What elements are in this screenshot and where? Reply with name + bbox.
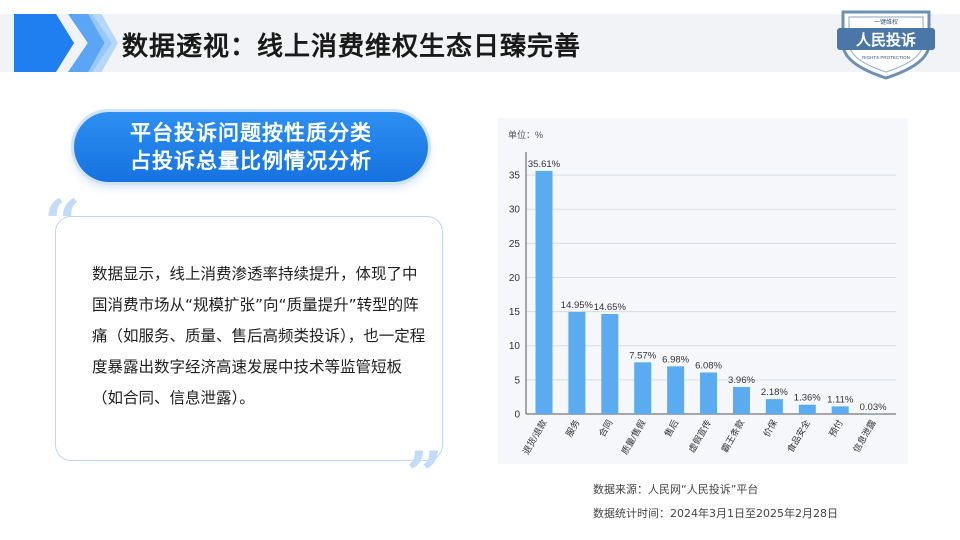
x-tick-label: 合同 <box>596 418 615 439</box>
complaint-category-bar-chart: 单位：% 0 5 10 15 20 25 30 35 35.61% 退货/退款 14.95% 服务 14.… <box>508 129 896 457</box>
bar-value-label: 6.98% <box>662 354 689 365</box>
header-band <box>0 14 960 72</box>
bar <box>798 404 816 414</box>
x-tick-label: 霸王条款 <box>719 418 747 455</box>
x-tick-label: 价保 <box>761 418 780 439</box>
analysis-text: 数据显示，线上消费渗透率持续提升，体现了中国消费市场从“规模扩张”向“质量提升”… <box>92 265 426 407</box>
y-tick-label: 10 <box>509 341 521 352</box>
analysis-card <box>55 216 443 461</box>
logo-main-text: 人民投诉 <box>856 31 916 49</box>
bar <box>700 372 718 414</box>
bar-value-label: 14.95% <box>561 300 594 311</box>
bar <box>732 386 750 414</box>
x-tick-label: 售后 <box>662 418 681 439</box>
y-tick-label: 30 <box>509 205 521 216</box>
x-tick-label: 信息泄露 <box>850 418 878 455</box>
page-title: 数据透视：线上消费维权生态日臻完善 <box>122 32 582 62</box>
bar <box>535 170 553 414</box>
bar-value-label: 7.57% <box>629 350 656 361</box>
section-heading-pill: 平台投诉问题按性质分类 占投诉总量比例情况分析 <box>74 112 428 182</box>
logo-sub-text: RIGHTS PROTECTION <box>862 55 910 60</box>
data-period-text: 数据统计时间：2024年3月1日至2025年2月28日 <box>593 507 838 520</box>
open-quote-icon: “ <box>44 186 81 261</box>
section-heading-line-1: 平台投诉问题按性质分类 <box>130 121 372 145</box>
x-tick-label: 质量/售假 <box>619 418 648 457</box>
y-tick-label: 35 <box>509 171 521 182</box>
bar-value-label: 14.65% <box>594 302 627 313</box>
bar <box>765 399 783 414</box>
bar-value-label: 35.61% <box>528 159 561 170</box>
bar-value-label: 0.03% <box>860 402 887 413</box>
bar <box>634 362 652 414</box>
bar-value-label: 6.08% <box>695 360 722 371</box>
logo-small-text: 一键维权 <box>874 18 898 26</box>
y-tick-label: 5 <box>514 375 520 386</box>
x-tick-label: 服务 <box>563 418 582 439</box>
bar-value-label: 1.36% <box>794 393 821 404</box>
bar <box>667 366 685 414</box>
bar <box>831 406 849 414</box>
bar-value-label: 1.11% <box>827 394 854 405</box>
close-quote-icon: ” <box>406 438 443 513</box>
bar <box>568 311 586 414</box>
chart-panel: 单位：% 0 5 10 15 20 25 30 35 35.61% 退货/退款 14.95% 服务 14.… <box>498 118 908 464</box>
y-tick-label: 0 <box>514 410 520 421</box>
y-tick-label: 20 <box>509 273 521 284</box>
bar-value-label: 3.96% <box>728 375 755 386</box>
x-tick-label: 食品安全 <box>784 418 812 455</box>
y-tick-label: 25 <box>509 239 521 250</box>
y-tick-label: 15 <box>509 307 521 318</box>
section-heading-line-2: 占投诉总量比例情况分析 <box>130 149 372 173</box>
rights-protection-logo: 一键维权 人民投诉 RIGHTS PROTECTION <box>837 10 935 80</box>
x-tick-label: 预付 <box>827 418 845 439</box>
bar-value-label: 2.18% <box>761 387 788 398</box>
x-tick-label: 退货/退款 <box>520 418 549 457</box>
data-source-text: 数据来源：人民网“人民投诉”平台 <box>593 483 759 496</box>
chart-unit-label: 单位：% <box>508 129 543 140</box>
bar <box>601 313 619 414</box>
x-tick-label: 虚假宣传 <box>686 418 714 455</box>
